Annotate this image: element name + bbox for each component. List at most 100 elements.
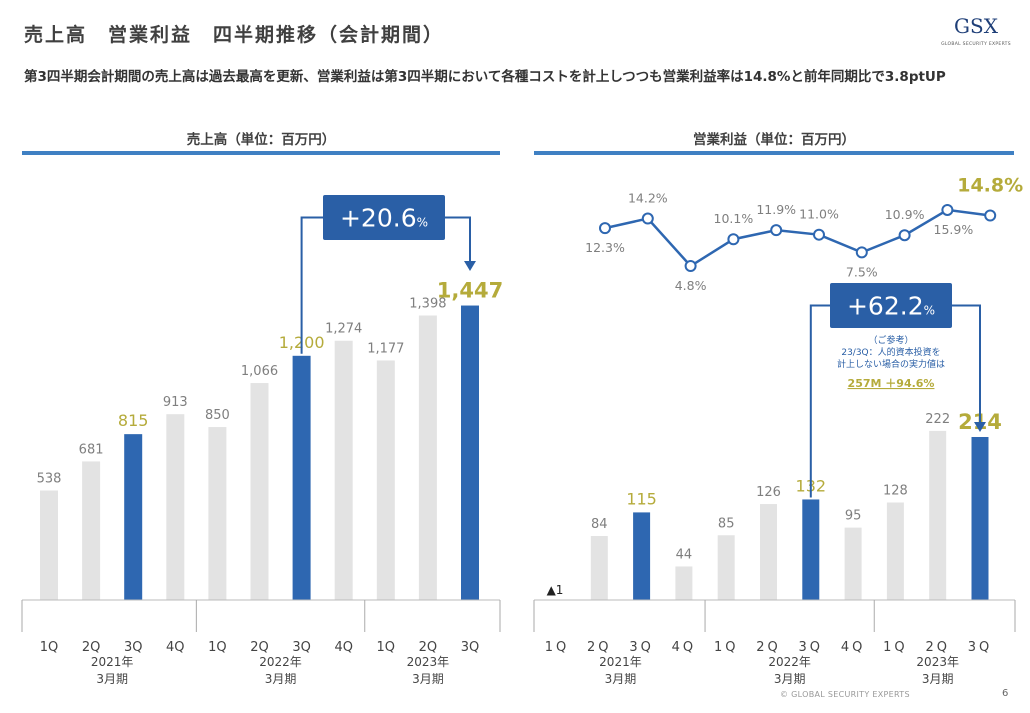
quarter-label-0: 1Q [545,640,570,655]
margin-line [604,208,991,268]
value-label-8: 1,177 [367,341,404,356]
quarter-label-10: 3Q [968,640,993,655]
operating-profit-chart: ▲11Q842Q1153Q444Q851Q1262Q1323Q954Q1281Q… [533,175,1023,686]
fiscal-year-label-0-1: 3月期 [605,672,637,686]
quarter-label-2: 3Q [124,640,143,655]
profit-note-line-2: 計上しない場合の実力値は [837,358,945,370]
value-label-3: 913 [163,395,188,410]
fiscal-year-label-2-0: 2023年 [916,655,959,669]
margin-label-5: 11.0% [799,207,839,222]
bar-9 [929,430,947,600]
margin-label-4: 11.9% [756,202,796,217]
sales-callout-box [323,195,445,240]
value-label-4: 850 [205,408,230,423]
quarter-label-5: 2Q [756,640,781,655]
copyright-footer: © GLOBAL SECURITY EXPERTS [780,690,910,699]
margin-point-7 [898,229,911,242]
bar-3 [675,566,693,600]
fiscal-year-label-0-1: 3月期 [96,672,128,686]
value-label-1: 681 [79,442,104,457]
profit-note-line-0: （ご参考） [868,334,913,346]
margin-point-0 [599,222,611,235]
logo-subtext: GLOBAL SECURITY EXPERTS [941,42,1011,47]
margin-point-8 [941,203,954,216]
quarter-label-8: 1Q [377,640,396,655]
profit-callout-value: +62.2% [847,292,935,321]
value-label-5: 1,066 [241,364,278,379]
margin-point-2 [684,260,697,272]
margin-point-5 [813,228,825,241]
fiscal-year-label-1-0: 2022年 [259,655,302,669]
quarter-label-3: 4Q [166,640,185,655]
page-title: 売上高 営業利益 四半期推移（会計期間） [24,24,445,46]
margin-point-1 [641,212,654,225]
bar-10 [461,305,479,600]
fiscal-year-label-1-1: 3月期 [265,672,297,686]
value-label-7: 1,274 [325,322,362,337]
bar-2 [633,512,651,600]
sales-callout-line-left [300,216,323,354]
margin-label-0: 12.3% [585,240,625,255]
margin-label-9: 14.8% [957,175,1023,197]
page-subtitle: 第3四半期会計期間の売上高は過去最高を更新、営業利益は第3四半期において各種コス… [24,69,946,85]
quarter-label-2: 3Q [629,640,654,655]
quarter-label-1: 2Q [587,640,612,655]
value-label-8: 128 [883,484,908,499]
margin-label-3: 10.1% [714,211,754,226]
value-label-3: 44 [676,547,693,562]
fiscal-year-label-1-0: 2022年 [768,655,811,669]
logo-mark: GSX [954,14,998,38]
fiscal-year-label-2-1: 3月期 [412,672,444,686]
margin-label-7: 10.9% [885,207,925,222]
bar-3 [166,414,185,600]
quarter-label-1: 2Q [82,640,101,655]
profit-panel-rule [534,151,1014,155]
profit-callout-line-right [952,304,981,424]
sales-panel-rule [22,151,500,155]
quarter-label-6: 3Q [799,640,824,655]
margin-point-6 [855,246,868,259]
quarter-label-4: 1Q [714,640,739,655]
value-label-2: 115 [626,489,657,508]
fiscal-year-label-0-0: 2021年 [91,655,134,669]
profit-callout-box [830,283,952,328]
bar-1 [82,461,101,600]
value-label-7: 95 [845,509,862,524]
sales-callout-number: +20.6 [340,204,417,233]
bar-7 [334,340,353,600]
bar-8 [886,502,904,600]
sales-callout-arrowhead [464,261,476,271]
quarter-label-7: 4Q [334,640,353,655]
bar-10 [971,436,989,600]
margin-point-9 [984,209,997,222]
margin-label-6: 7.5% [846,264,878,279]
bar-8 [376,360,395,600]
sales-callout-unit: % [417,216,428,230]
quarter-label-9: 2Q [925,640,950,655]
bar-5 [250,383,269,600]
profit-note-line-1: 23/3Q：人的資本投資を [841,346,940,358]
fiscal-year-label-1-1: 3月期 [774,672,806,686]
margin-label-1: 14.2% [628,191,668,206]
quarter-label-10: 3Q [461,640,480,655]
value-label-5: 126 [756,485,781,500]
margin-point-4 [770,224,783,237]
quarter-label-7: 4Q [841,640,866,655]
value-label-1: 84 [591,517,608,532]
value-label-9: 1,398 [409,297,446,312]
quarter-label-5: 2Q [250,640,269,655]
bar-9 [418,315,437,600]
bar-6 [292,355,311,600]
company-logo: GSX GLOBAL SECURITY EXPERTS [940,14,1012,54]
fiscal-year-label-0-0: 2021年 [599,655,642,669]
value-label-0: ▲1 [547,583,564,597]
quarter-label-9: 2Q [419,640,438,655]
profit-callout-line-left [809,304,830,498]
bar-2 [124,434,143,600]
profit-callout-arrowhead [974,422,986,432]
sales-callout-value: +20.6% [340,204,428,233]
sales-callout-line-right [445,216,471,263]
value-label-4: 85 [718,516,735,531]
value-label-0: 538 [37,472,62,487]
fiscal-year-label-2-0: 2023年 [407,655,450,669]
